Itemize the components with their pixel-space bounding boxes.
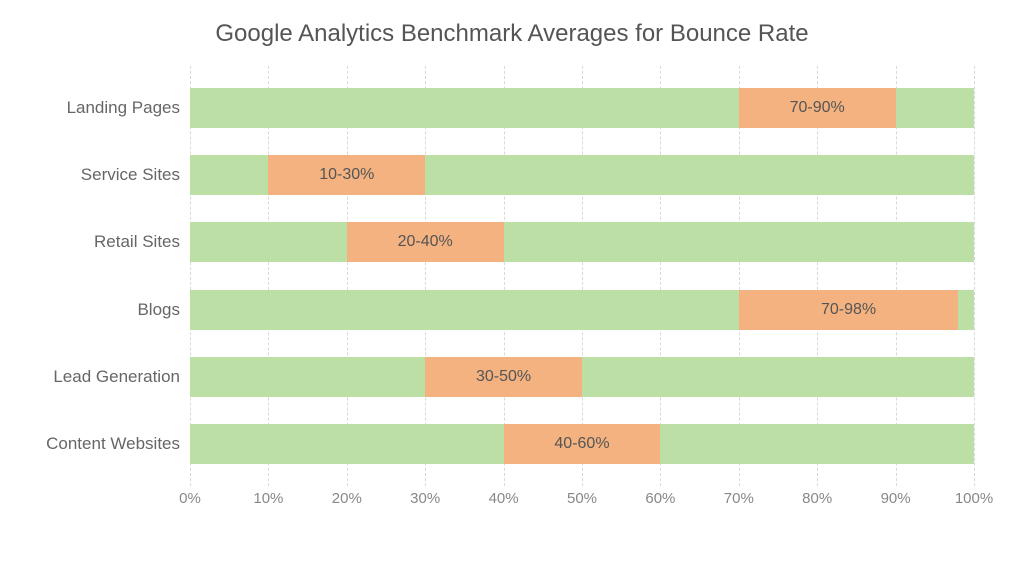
x-tick-label: 100%: [955, 490, 993, 507]
x-tick-label: 30%: [410, 490, 440, 507]
bar-segment-low: [190, 222, 347, 262]
category-label: Lead Generation: [20, 367, 180, 387]
x-tick-label: 50%: [567, 490, 597, 507]
x-tick-label: 20%: [332, 490, 362, 507]
bar-row: Content Websites40-60%: [190, 424, 974, 464]
bar-segment-range: 20-40%: [347, 222, 504, 262]
x-tick-label: 90%: [881, 490, 911, 507]
bar-segment-low: [190, 424, 504, 464]
bar-track: 40-60%: [190, 424, 974, 464]
bar-segment-high: [504, 222, 974, 262]
bar-segment-high: [582, 357, 974, 397]
category-label: Landing Pages: [20, 98, 180, 118]
x-axis: 0%10%20%30%40%50%60%70%80%90%100%: [190, 486, 974, 516]
x-tick-label: 70%: [724, 490, 754, 507]
bar-segment-low: [190, 357, 425, 397]
bar-row: Retail Sites20-40%: [190, 222, 974, 262]
x-tick-label: 10%: [253, 490, 283, 507]
bar-segment-range: 70-90%: [739, 88, 896, 128]
bar-track: 70-98%: [190, 290, 974, 330]
bar-segment-low: [190, 155, 268, 195]
bar-segment-range: 40-60%: [504, 424, 661, 464]
bar-row: Lead Generation30-50%: [190, 357, 974, 397]
bar-segment-high: [660, 424, 974, 464]
x-tick-label: 0%: [179, 490, 201, 507]
bar-row: Landing Pages70-90%: [190, 88, 974, 128]
x-tick-label: 60%: [645, 490, 675, 507]
plot-area: Landing Pages70-90% Service Sites10-30% Re…: [190, 66, 974, 516]
bar-row: Service Sites10-30%: [190, 155, 974, 195]
bar-track: 20-40%: [190, 222, 974, 262]
bar-segment-range: 30-50%: [425, 357, 582, 397]
bars-area: Landing Pages70-90% Service Sites10-30% Re…: [190, 66, 974, 486]
grid-line: [974, 66, 975, 486]
bar-segment-range: 10-30%: [268, 155, 425, 195]
category-label: Content Websites: [20, 434, 180, 454]
chart-title: Google Analytics Benchmark Averages for …: [30, 20, 994, 48]
x-tick-label: 40%: [489, 490, 519, 507]
bar-segment-high: [425, 155, 974, 195]
x-tick-label: 80%: [802, 490, 832, 507]
bar-track: 70-90%: [190, 88, 974, 128]
bar-segment-low: [190, 88, 739, 128]
bar-segment-low: [190, 290, 739, 330]
bar-segment-high: [896, 88, 974, 128]
category-label: Retail Sites: [20, 232, 180, 252]
bar-track: 10-30%: [190, 155, 974, 195]
bar-row: Blogs70-98%: [190, 290, 974, 330]
bar-segment-high: [958, 290, 974, 330]
category-label: Service Sites: [20, 165, 180, 185]
bounce-rate-chart: Google Analytics Benchmark Averages for …: [0, 0, 1024, 576]
bar-segment-range: 70-98%: [739, 290, 959, 330]
bar-track: 30-50%: [190, 357, 974, 397]
category-label: Blogs: [20, 300, 180, 320]
